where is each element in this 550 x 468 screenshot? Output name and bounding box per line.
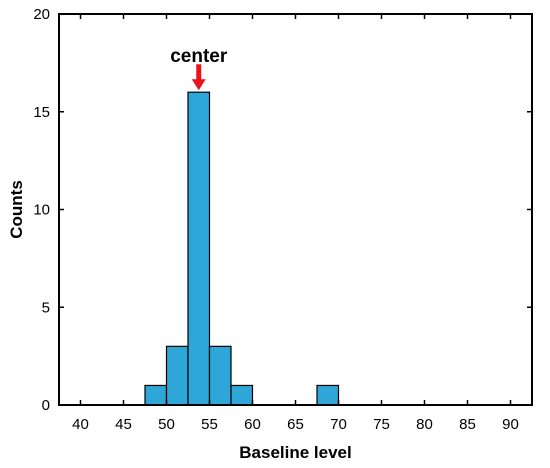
center-annotation-label: center bbox=[170, 46, 228, 67]
histogram-bar bbox=[165, 345, 189, 406]
histogram-bar bbox=[208, 345, 232, 406]
y-axis-ticks: 0 5 10 15 20 bbox=[33, 6, 532, 414]
x-tick-label: 45 bbox=[115, 416, 132, 433]
x-tick-label: 80 bbox=[416, 416, 433, 433]
x-tick-label: 40 bbox=[72, 416, 89, 433]
bars-group bbox=[144, 91, 340, 406]
x-axis-ticks: 40 45 50 55 60 65 70 75 80 85 90 bbox=[72, 14, 519, 433]
x-tick-label: 65 bbox=[287, 416, 304, 433]
histogram-bar bbox=[187, 91, 211, 406]
y-tick-label: 15 bbox=[33, 104, 50, 121]
y-tick-label: 0 bbox=[42, 397, 50, 414]
x-tick-label: 50 bbox=[158, 416, 175, 433]
plot-frame bbox=[58, 13, 533, 406]
histogram-bar bbox=[316, 384, 340, 406]
x-tick-label: 90 bbox=[502, 416, 519, 433]
histogram-bar bbox=[144, 384, 168, 406]
x-tick-label: 70 bbox=[330, 416, 347, 433]
center-arrow-icon bbox=[191, 64, 206, 91]
y-tick-label: 5 bbox=[42, 299, 50, 316]
x-tick-label: 55 bbox=[201, 416, 218, 433]
y-tick-label: 20 bbox=[33, 6, 50, 23]
histogram-bar bbox=[230, 384, 254, 406]
x-tick-label: 60 bbox=[244, 416, 261, 433]
x-tick-label: 75 bbox=[373, 416, 390, 433]
x-tick-label: 85 bbox=[459, 416, 476, 433]
y-tick-label: 10 bbox=[33, 202, 50, 219]
x-axis-label: Baseline level bbox=[239, 443, 351, 462]
y-axis-label: Counts bbox=[7, 180, 26, 239]
